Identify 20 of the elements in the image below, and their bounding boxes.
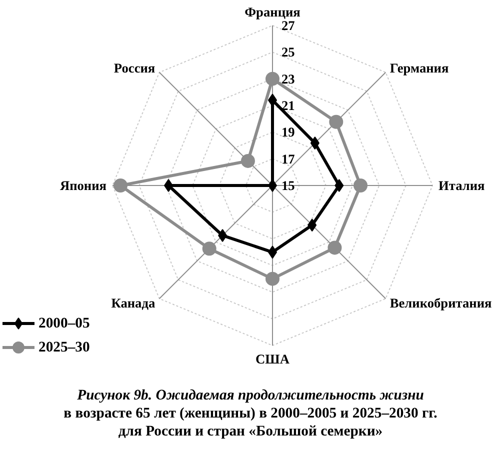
y-tick-label: 15 [282, 178, 296, 193]
spoke-label: Италия [438, 178, 485, 193]
spoke-label: Франция [244, 4, 300, 20]
legend-label: 2025–30 [38, 340, 90, 356]
spoke-label: США [256, 352, 290, 366]
y-tick-label: 23 [282, 71, 296, 86]
y-tick-label: 17 [282, 151, 296, 166]
spoke-label: Япония [60, 178, 107, 193]
y-tick-label: 19 [282, 124, 296, 140]
legend-label: 2000–05 [38, 316, 90, 332]
spoke-label: Германия [390, 60, 449, 76]
spoke-label: Великобритания [390, 295, 492, 310]
spoke-label: Россия [114, 60, 156, 76]
y-tick-label: 21 [282, 98, 295, 113]
text: Рисунок 9b. Ожидаемая продолжительность жизни [77, 388, 424, 404]
text: в возрасте 65 лет (женщины) в 2000–2005 и 2025–2030 гг. [64, 406, 438, 422]
spoke-label: Канада [111, 295, 156, 310]
y-tick-label: 27 [282, 18, 296, 33]
y-tick-label: 25 [282, 44, 296, 60]
text: для России и стран «Большой семерки» [118, 424, 383, 440]
